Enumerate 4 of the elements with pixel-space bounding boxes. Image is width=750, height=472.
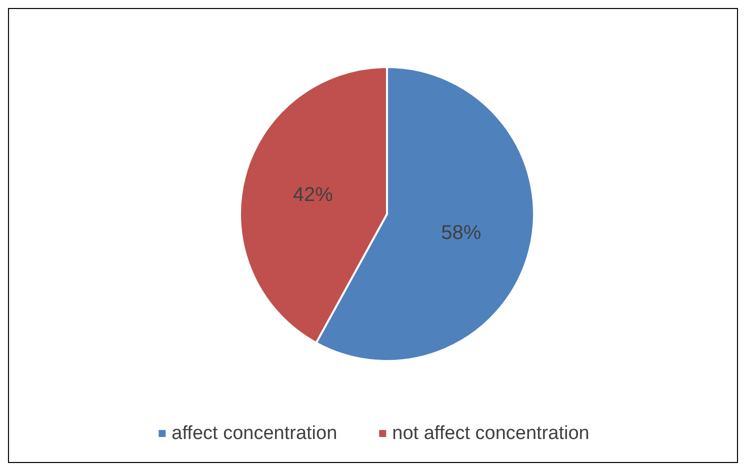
data-label: 58% <box>441 222 482 244</box>
legend-label: not affect concentration <box>392 423 590 444</box>
legend-label: affect concentration <box>172 423 338 444</box>
data-label: 42% <box>292 184 334 206</box>
